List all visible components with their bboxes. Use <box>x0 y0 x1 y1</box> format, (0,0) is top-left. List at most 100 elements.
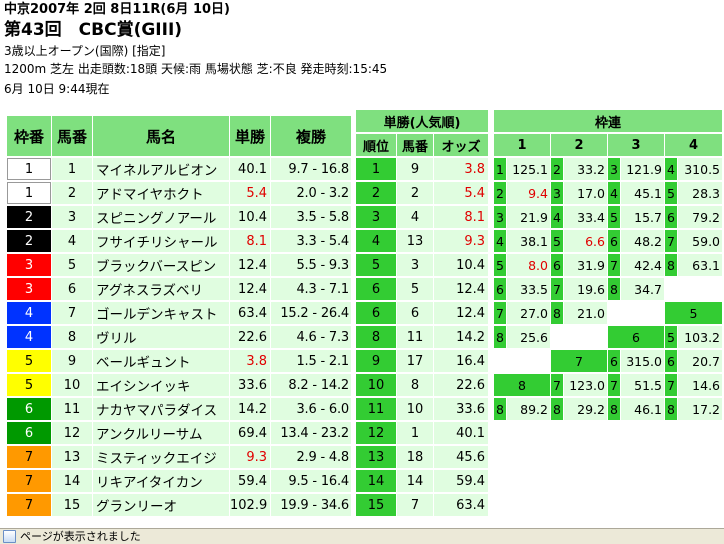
popularity-row: 5 3 10.4 <box>356 254 489 276</box>
win-odds: 102.9 <box>230 494 270 516</box>
entry-row: 5 9 ベールギュント 3.8 1.5 - 2.1 <box>7 350 351 372</box>
place-odds-low: 15.2 <box>280 305 309 321</box>
waku-number: 2 <box>7 206 51 228</box>
wakuren-empty-cell <box>665 278 723 300</box>
wakuren-odds: 46.1 <box>621 398 664 420</box>
wakuren-odds: 89.2 <box>507 398 550 420</box>
wakuren-pair-key: 6 <box>608 350 620 372</box>
pop-horse-number: 17 <box>397 350 433 372</box>
place-odds-low: 5.5 <box>296 257 317 273</box>
entry-row: 6 11 ナカヤマパラダイス 14.2 3.6 - 6.0 <box>7 398 351 420</box>
entries-header-row: 枠番 馬番 馬名 単勝 複勝 <box>7 116 351 156</box>
popularity-row: 11 10 33.6 <box>356 398 489 420</box>
win-odds: 33.6 <box>230 374 270 396</box>
wakuren-odds: 34.7 <box>621 278 664 300</box>
wakuren-row: 7 27.0 8 21.0 5 <box>494 302 723 324</box>
popularity-row: 14 14 59.4 <box>356 470 489 492</box>
pop-rank: 1 <box>356 158 396 180</box>
place-odds: 9.7 - 16.8 <box>271 158 351 180</box>
wakuren-odds: 48.2 <box>621 230 664 252</box>
place-odds: 5.5 - 9.3 <box>271 254 351 276</box>
place-odds: 2.0 - 3.2 <box>271 182 351 204</box>
entry-row: 2 4 フサイチリシャール 8.1 3.3 - 5.4 <box>7 230 351 252</box>
place-odds-separator: - <box>308 473 321 489</box>
entry-row: 1 1 マイネルアルビオン 40.1 9.7 - 16.8 <box>7 158 351 180</box>
win-odds: 22.6 <box>230 326 270 348</box>
place-odds-high: 14.2 <box>320 377 349 393</box>
pop-odds: 14.2 <box>434 326 489 348</box>
horse-number: 11 <box>52 398 92 420</box>
pop-horse-number: 5 <box>397 278 433 300</box>
place-odds: 4.6 - 7.3 <box>271 326 351 348</box>
horse-number: 3 <box>52 206 92 228</box>
place-odds-high: 34.6 <box>320 497 349 513</box>
place-odds-low: 4.3 <box>296 281 317 297</box>
popularity-row: 15 7 63.4 <box>356 494 489 516</box>
popularity-row: 3 4 8.1 <box>356 206 489 228</box>
wakuren-row: 8 25.6 6 5 103.2 <box>494 326 723 348</box>
horse-name: スピニングノアール <box>93 206 229 228</box>
wakuren-odds: 33.2 <box>564 158 607 180</box>
wakuren-odds: 29.2 <box>564 398 607 420</box>
horse-number: 15 <box>52 494 92 516</box>
pop-rank: 10 <box>356 374 396 396</box>
pop-rank: 2 <box>356 182 396 204</box>
wakuren-pair-key: 5 <box>551 230 563 252</box>
pop-horse-number: 18 <box>397 446 433 468</box>
horse-name: ヴリル <box>93 326 229 348</box>
pop-odds: 9.3 <box>434 230 489 252</box>
win-odds: 10.4 <box>230 206 270 228</box>
wakuren-col-4: 4 <box>665 134 723 156</box>
place-odds-separator: - <box>316 209 329 225</box>
pop-odds: 12.4 <box>434 278 489 300</box>
race-name: 第43回 CBC賞(GIII) <box>4 20 183 40</box>
waku-number: 3 <box>7 278 51 300</box>
wakuren-odds: 33.4 <box>564 206 607 228</box>
pop-odds: 8.1 <box>434 206 489 228</box>
wakuren-pair-key: 5 <box>665 182 677 204</box>
place-odds-low: 9.7 <box>288 161 309 177</box>
wakuren-odds: 21.9 <box>507 206 550 228</box>
wakuren-pair-key: 7 <box>551 278 563 300</box>
pop-horse-number: 3 <box>397 254 433 276</box>
horse-name: ミスティックエイジ <box>93 446 229 468</box>
place-odds-separator: - <box>316 281 329 297</box>
wakuren-pair-key: 7 <box>494 302 506 324</box>
horse-number: 1 <box>52 158 92 180</box>
place-odds-high: 7.1 <box>328 281 349 297</box>
wakuren-pair-key: 4 <box>608 182 620 204</box>
waku-number: 7 <box>7 494 51 516</box>
wakuren-pair-key: 8 <box>494 326 506 348</box>
place-odds-low: 13.4 <box>280 425 309 441</box>
popularity-header-row: 順位 馬番 オッズ <box>356 134 489 156</box>
wakuren-odds: 31.9 <box>564 254 607 276</box>
entry-row: 6 12 アンクルリーサム 69.4 13.4 - 23.2 <box>7 422 351 444</box>
wakuren-pair-key: 6 <box>494 278 506 300</box>
entry-row: 3 6 アグネスラズベリ 12.4 4.3 - 7.1 <box>7 278 351 300</box>
pop-odds: 3.8 <box>434 158 489 180</box>
place-odds-low: 2.0 <box>296 185 317 201</box>
wakuren-row: 3 21.9 4 33.4 5 15.7 6 79.2 <box>494 206 723 228</box>
popularity-row: 9 17 16.4 <box>356 350 489 372</box>
wakuren-title-row: 枠連 <box>494 110 723 132</box>
wakuren-odds: 28.3 <box>678 182 723 204</box>
place-odds-high: 3.2 <box>328 185 349 201</box>
pop-rank: 6 <box>356 302 396 324</box>
popularity-title: 単勝(人気順) <box>356 110 489 132</box>
place-odds-low: 2.9 <box>296 449 317 465</box>
wakuren-pair-key: 3 <box>608 158 620 180</box>
horse-name: エイシンイッキ <box>93 374 229 396</box>
win-odds: 5.4 <box>230 182 270 204</box>
place-odds-low: 4.6 <box>296 329 317 345</box>
wakuren-odds: 103.2 <box>678 326 723 348</box>
wakuren-row: 8 89.2 8 29.2 8 46.1 8 17.2 <box>494 398 723 420</box>
pop-horse-number: 2 <box>397 182 433 204</box>
place-odds-high: 16.8 <box>320 161 349 177</box>
entry-row: 7 15 グランリーオ 102.9 19.9 - 34.6 <box>7 494 351 516</box>
wakuren-pair-key: 4 <box>665 158 677 180</box>
horse-number: 5 <box>52 254 92 276</box>
entry-row: 4 7 ゴールデンキャスト 63.4 15.2 - 26.4 <box>7 302 351 324</box>
entry-row: 4 8 ヴリル 22.6 4.6 - 7.3 <box>7 326 351 348</box>
wakuren-pair-key: 6 <box>665 206 677 228</box>
wakuren-header-row: 1 2 3 4 <box>494 134 723 156</box>
